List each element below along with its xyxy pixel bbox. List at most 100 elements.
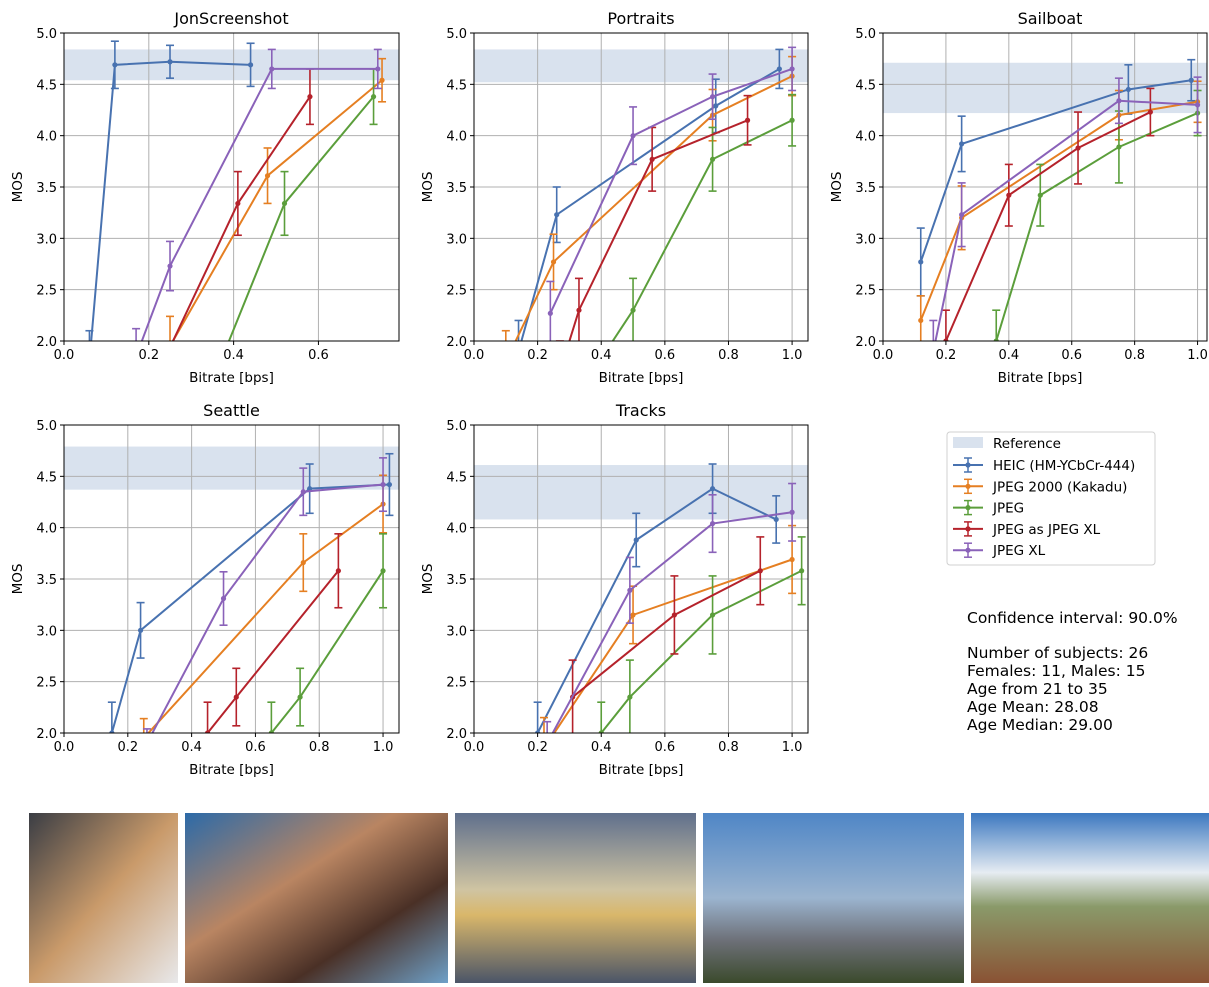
marker: [789, 510, 794, 515]
photo-seattle: [703, 813, 964, 983]
marker: [710, 157, 715, 162]
marker: [1006, 193, 1011, 198]
series-line: [271, 571, 383, 733]
marker: [138, 628, 143, 633]
y-axis-label: MOS: [420, 564, 436, 595]
subplot-title: Portraits: [607, 9, 674, 28]
marker: [1116, 144, 1121, 149]
photo-tracks: [971, 813, 1209, 983]
marker: [87, 359, 92, 364]
x-tick-label: 0.2: [527, 348, 548, 363]
marker: [269, 66, 274, 71]
marker: [297, 694, 302, 699]
series-line: [601, 571, 801, 733]
y-tick-label: 5.0: [446, 419, 467, 434]
marker: [627, 588, 632, 593]
marker: [745, 118, 750, 123]
subplot: 0.00.20.40.60.81.02.02.53.03.54.04.55.0T…: [420, 401, 808, 779]
y-tick-label: 5.0: [36, 419, 57, 434]
x-tick-label: 0.6: [655, 740, 676, 755]
x-tick-label: 0.0: [873, 348, 894, 363]
marker: [1126, 87, 1131, 92]
marker: [146, 390, 151, 395]
x-tick-label: 0.4: [591, 348, 612, 363]
legend-label: HEIC (HM-YCbCr-444): [993, 458, 1135, 474]
error-bar: [575, 362, 583, 424]
y-tick-label: 4.5: [36, 78, 57, 93]
y-tick-label: 2.0: [36, 727, 57, 742]
marker: [799, 568, 804, 573]
legend-marker: [965, 484, 970, 489]
x-tick-label: 0.6: [1061, 348, 1082, 363]
marker: [167, 263, 172, 268]
y-tick-label: 3.5: [36, 573, 57, 588]
subplot-title: JonScreenshot: [173, 9, 288, 28]
marker: [516, 349, 521, 354]
x-tick-label: 0.2: [527, 740, 548, 755]
marker: [144, 741, 149, 746]
marker: [301, 560, 306, 565]
marker: [576, 308, 581, 313]
y-tick-label: 3.0: [855, 232, 876, 247]
legend-label: JPEG 2000 (Kakadu): [992, 479, 1127, 495]
y-tick-label: 4.5: [855, 78, 876, 93]
x-tick-label: 1.0: [373, 740, 394, 755]
series-line: [550, 69, 792, 313]
marker: [713, 103, 718, 108]
y-axis-label: MOS: [10, 564, 26, 595]
legend-marker: [965, 462, 970, 467]
error-bar: [166, 316, 174, 376]
error-bar: [556, 341, 564, 403]
marker: [235, 201, 240, 206]
y-tick-label: 4.0: [855, 130, 876, 145]
subplot: 0.00.20.40.60.81.02.02.53.03.54.04.55.0S…: [829, 9, 1208, 386]
marker: [265, 173, 270, 178]
reference-band: [883, 63, 1207, 113]
marker: [1189, 78, 1194, 83]
info-text: Age from 21 to 35: [967, 680, 1108, 698]
x-tick-label: 0.8: [718, 740, 739, 755]
y-tick-label: 3.0: [36, 624, 57, 639]
marker: [710, 612, 715, 617]
legend-marker: [965, 548, 970, 553]
marker: [248, 62, 253, 67]
marker: [1116, 98, 1121, 103]
x-tick-label: 0.4: [223, 348, 244, 363]
marker: [380, 482, 385, 487]
marker: [307, 94, 312, 99]
legend-label: Reference: [993, 436, 1061, 452]
info-text: Females: 11, Males: 15: [967, 662, 1146, 680]
marker: [234, 694, 239, 699]
legend-swatch: [953, 437, 983, 448]
marker: [758, 568, 763, 573]
y-tick-label: 2.5: [446, 676, 467, 691]
marker: [1148, 109, 1153, 114]
marker: [371, 94, 376, 99]
marker: [548, 311, 553, 316]
series-line: [547, 512, 792, 743]
marker: [112, 62, 117, 67]
y-tick-label: 2.0: [446, 727, 467, 742]
marker: [167, 344, 172, 349]
reference-band: [64, 447, 399, 490]
marker: [503, 359, 508, 364]
y-tick-label: 4.0: [446, 522, 467, 537]
series-line: [544, 559, 792, 748]
y-tick-label: 3.5: [446, 181, 467, 196]
x-tick-label: 0.2: [138, 348, 159, 363]
x-axis-label: Bitrate [bps]: [189, 762, 274, 778]
y-tick-label: 4.0: [446, 130, 467, 145]
marker: [959, 141, 964, 146]
subplot-title: Sailboat: [1018, 9, 1083, 28]
legend-marker: [965, 526, 970, 531]
legend-label: JPEG: [992, 501, 1024, 517]
y-axis-label: MOS: [829, 172, 845, 203]
marker: [634, 537, 639, 542]
marker: [282, 201, 287, 206]
marker: [710, 521, 715, 526]
legend-label: JPEG as JPEG XL: [992, 522, 1101, 538]
marker: [777, 66, 782, 71]
marker: [167, 59, 172, 64]
plot-area: [85, 41, 386, 423]
marker: [959, 212, 964, 217]
